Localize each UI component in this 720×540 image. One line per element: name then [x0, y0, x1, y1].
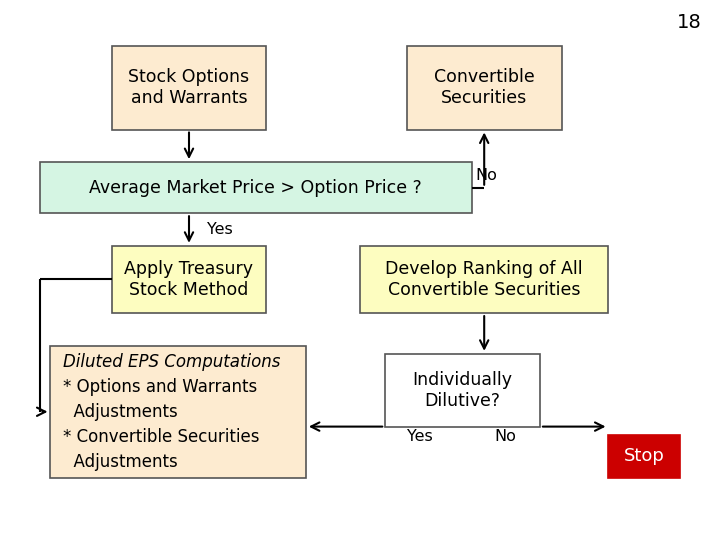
Text: Develop Ranking of All
Convertible Securities: Develop Ranking of All Convertible Secur… [385, 260, 583, 299]
Text: Convertible
Securities: Convertible Securities [434, 69, 534, 107]
FancyBboxPatch shape [360, 246, 608, 313]
Text: No: No [495, 429, 517, 444]
FancyBboxPatch shape [112, 46, 266, 130]
Text: Stop: Stop [624, 447, 665, 465]
Text: * Convertible Securities: * Convertible Securities [63, 428, 260, 445]
Text: Average Market Price > Option Price ?: Average Market Price > Option Price ? [89, 179, 422, 197]
FancyBboxPatch shape [112, 246, 266, 313]
FancyBboxPatch shape [40, 162, 472, 213]
Text: Apply Treasury
Stock Method: Apply Treasury Stock Method [125, 260, 253, 299]
Text: Yes: Yes [207, 222, 233, 237]
Text: Individually
Dilutive?: Individually Dilutive? [413, 371, 513, 409]
Text: Adjustments: Adjustments [63, 453, 178, 471]
Text: No: No [475, 168, 497, 183]
Text: Diluted EPS Computations: Diluted EPS Computations [63, 353, 281, 371]
Text: Adjustments: Adjustments [63, 403, 178, 421]
Text: Yes: Yes [407, 429, 432, 444]
Text: * Options and Warrants: * Options and Warrants [63, 378, 258, 396]
FancyBboxPatch shape [385, 354, 540, 427]
FancyBboxPatch shape [608, 435, 680, 478]
Text: Stock Options
and Warrants: Stock Options and Warrants [128, 69, 250, 107]
FancyBboxPatch shape [50, 346, 306, 478]
Text: 18: 18 [678, 14, 702, 32]
FancyBboxPatch shape [407, 46, 562, 130]
